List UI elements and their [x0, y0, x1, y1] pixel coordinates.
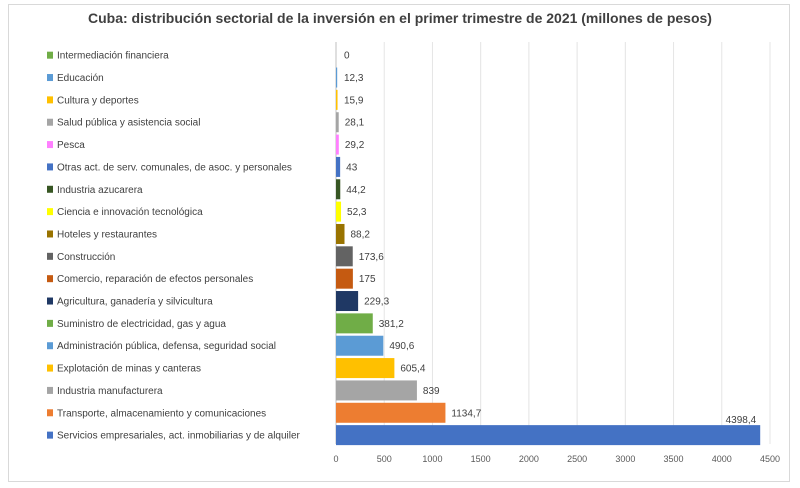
legend-swatch	[47, 342, 53, 350]
x-tick-label: 2000	[519, 454, 539, 464]
legend-swatch	[47, 208, 53, 216]
x-tick-label: 4500	[760, 454, 780, 464]
bar	[336, 313, 373, 334]
legend-swatch	[47, 297, 53, 305]
value-label: 15,9	[344, 95, 364, 106]
x-tick-label: 1000	[422, 454, 442, 464]
bar	[336, 425, 761, 446]
category-label: Suministro de electricidad, gas y agua	[57, 319, 226, 330]
category-label: Comercio, reparación de efectos personal…	[57, 274, 253, 285]
value-label: 43	[346, 162, 358, 173]
category-label: Industria manufacturera	[57, 386, 163, 397]
bar	[336, 380, 417, 401]
legend-swatch	[47, 431, 53, 439]
bar	[336, 89, 338, 110]
bar	[336, 156, 341, 177]
legend-swatch	[47, 141, 53, 149]
bar	[336, 134, 339, 155]
category-label: Pesca	[57, 140, 85, 151]
value-label: 4398,4	[726, 415, 757, 426]
value-label: 1134,7	[451, 408, 481, 419]
x-tick-label: 500	[377, 454, 392, 464]
value-label: 88,2	[351, 229, 371, 240]
value-label: 12,3	[344, 73, 364, 84]
bar	[336, 179, 341, 200]
category-label: Agricultura, ganadería y silvicultura	[57, 297, 213, 308]
x-tick-label: 4000	[712, 454, 732, 464]
category-label: Industria azucarera	[57, 185, 143, 196]
legend-swatch	[47, 230, 53, 238]
value-label: 29,2	[345, 140, 365, 151]
category-label: Administración pública, defensa, segurid…	[57, 341, 276, 352]
value-label: 28,1	[345, 118, 365, 129]
category-label: Ciencia e innovación tecnológica	[57, 207, 203, 218]
bar	[336, 268, 353, 289]
category-label: Servicios empresariales, act. inmobiliar…	[57, 431, 301, 442]
bar	[336, 112, 339, 133]
bar	[336, 358, 395, 379]
bar	[336, 335, 384, 356]
value-label: 839	[423, 386, 440, 397]
value-label: 490,6	[389, 341, 414, 352]
category-label: Intermediación financiera	[57, 51, 169, 62]
legend-swatch	[47, 364, 53, 372]
value-label: 229,3	[364, 297, 389, 308]
bar	[336, 201, 342, 222]
value-label: 175	[359, 274, 376, 285]
x-tick-label: 3500	[664, 454, 684, 464]
category-label: Hoteles y restaurantes	[57, 229, 157, 240]
chart-frame	[8, 4, 790, 482]
legend-swatch	[47, 275, 53, 283]
bar	[336, 223, 345, 244]
x-tick-label: 0	[333, 454, 338, 464]
legend-swatch	[47, 74, 53, 82]
legend-swatch	[47, 409, 53, 417]
legend-swatch	[47, 51, 53, 59]
value-label: 173,6	[359, 252, 384, 263]
legend-swatch	[47, 252, 53, 260]
legend-swatch	[47, 96, 53, 104]
category-label: Otras act. de serv. comunales, de asoc. …	[57, 162, 292, 173]
category-label: Construcción	[57, 252, 115, 263]
legend-swatch	[47, 386, 53, 394]
legend-swatch	[47, 185, 53, 193]
category-label: Transporte, almacenamiento y comunicacio…	[57, 408, 266, 419]
value-label: 605,4	[400, 364, 425, 375]
bar	[336, 67, 338, 88]
legend-swatch	[47, 319, 53, 327]
bar	[336, 246, 353, 267]
x-tick-label: 2500	[567, 454, 587, 464]
x-tick-label: 1500	[471, 454, 491, 464]
bar	[336, 402, 446, 423]
value-label: 0	[344, 51, 350, 62]
bar	[336, 291, 359, 312]
value-label: 381,2	[379, 319, 404, 330]
category-label: Explotación de minas y canteras	[57, 364, 201, 375]
legend-swatch	[47, 118, 53, 126]
value-label: 44,2	[346, 185, 366, 196]
category-label: Salud pública y asistencia social	[57, 118, 200, 129]
chart-title: Cuba: distribución sectorial de la inver…	[88, 10, 712, 26]
value-label: 52,3	[347, 207, 367, 218]
category-label: Educación	[57, 73, 104, 84]
x-tick-label: 3000	[615, 454, 635, 464]
legend-swatch	[47, 163, 53, 171]
category-label: Cultura y deportes	[57, 95, 139, 106]
